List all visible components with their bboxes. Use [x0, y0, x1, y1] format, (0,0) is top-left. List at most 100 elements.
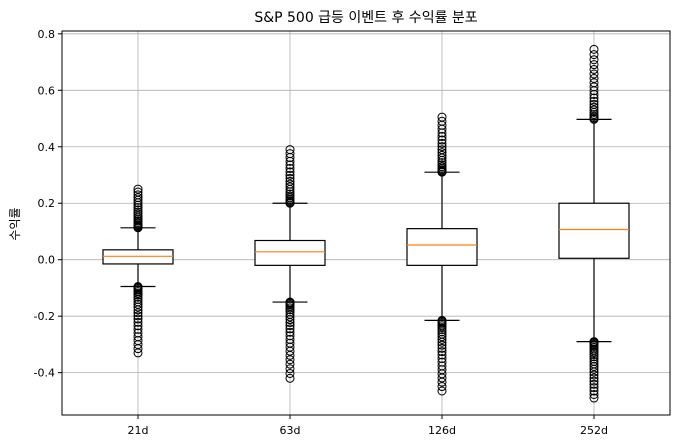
- outlier-point: [589, 64, 599, 74]
- y-tick-label: 0.2: [38, 197, 56, 210]
- outlier-point: [589, 354, 599, 364]
- outlier-point: [437, 377, 447, 387]
- outlier-point: [437, 325, 447, 335]
- outlier-point: [133, 348, 143, 358]
- outlier-point: [589, 373, 599, 383]
- y-tick-label: 0.6: [38, 84, 56, 97]
- outlier-point: [437, 145, 447, 155]
- outlier-point: [437, 373, 447, 383]
- outlier-point: [437, 340, 447, 350]
- outlier-point: [133, 317, 143, 327]
- outlier-point: [285, 173, 295, 183]
- outlier-point: [133, 311, 143, 321]
- outlier-point: [589, 74, 599, 84]
- outlier-point: [133, 184, 143, 194]
- box-252d: [558, 44, 630, 403]
- outlier-point: [285, 167, 295, 177]
- outlier-point: [133, 308, 143, 318]
- outlier-point: [133, 321, 143, 331]
- outlier-point: [285, 350, 295, 360]
- outlier-point: [589, 99, 599, 109]
- outlier-point: [437, 350, 447, 360]
- box-21d: [102, 184, 174, 358]
- outlier-point: [133, 302, 143, 312]
- outlier-point: [133, 290, 143, 300]
- outlier-point: [285, 315, 295, 325]
- iqr-box: [406, 228, 478, 266]
- outlier-point: [133, 205, 143, 215]
- outlier-point: [437, 150, 447, 160]
- outlier-point: [437, 386, 447, 396]
- x-tick-label: 21d: [128, 424, 149, 437]
- box-63d: [254, 145, 326, 383]
- box-126d: [406, 112, 478, 396]
- y-tick-label: -0.2: [34, 310, 55, 323]
- outlier-point: [589, 389, 599, 399]
- iqr-box: [254, 239, 326, 266]
- outlier-point: [589, 376, 599, 386]
- outlier-point: [437, 112, 447, 122]
- x-tick-label: 63d: [280, 424, 301, 437]
- outlier-point: [437, 334, 447, 344]
- outlier-point: [285, 176, 295, 186]
- outlier-point: [589, 55, 599, 65]
- outlier-point: [285, 318, 295, 328]
- outlier-point: [589, 102, 599, 112]
- outlier-point: [133, 203, 143, 213]
- outlier-point: [589, 370, 599, 380]
- outlier-point: [285, 312, 295, 322]
- y-tick-label: -0.4: [34, 367, 55, 380]
- outlier-point: [589, 350, 599, 360]
- outlier-point: [285, 364, 295, 374]
- outlier-point: [285, 321, 295, 331]
- outlier-point: [285, 324, 295, 334]
- outlier-point: [133, 187, 143, 197]
- outlier-point: [133, 207, 143, 217]
- outlier-point: [437, 160, 447, 170]
- outlier-point: [437, 343, 447, 353]
- outlier-point: [285, 346, 295, 356]
- outlier-point: [285, 305, 295, 315]
- outlier-point: [285, 149, 295, 159]
- axis-ticks: -0.4 -0.2 0.0 0.2 0.4 0.6 0.8 21d 63d 126d 252d: [34, 28, 608, 437]
- outlier-point: [133, 190, 143, 200]
- outlier-point: [589, 383, 599, 393]
- outlier-point: [285, 327, 295, 337]
- outlier-point: [589, 367, 599, 377]
- outlier-point: [589, 364, 599, 374]
- outlier-point: [589, 60, 599, 70]
- outlier-point: [437, 353, 447, 363]
- outlier-point: [437, 148, 447, 158]
- y-tick-label: 0.0: [38, 254, 56, 267]
- outlier-point: [437, 135, 447, 145]
- outlier-point: [285, 170, 295, 180]
- boxes: [102, 44, 630, 403]
- outlier-point: [589, 386, 599, 396]
- outlier-point: [285, 373, 295, 383]
- outlier-point: [437, 132, 447, 142]
- outlier-point: [285, 164, 295, 174]
- outlier-point: [133, 344, 143, 354]
- outlier-point: [285, 179, 295, 189]
- outlier-point: [285, 160, 295, 170]
- y-axis-label: 수익률: [8, 207, 22, 240]
- outlier-point: [589, 393, 599, 403]
- outlier-point: [437, 347, 447, 357]
- outlier-point: [437, 337, 447, 347]
- outlier-point: [285, 145, 295, 155]
- outlier-point: [133, 305, 143, 315]
- outlier-point: [133, 324, 143, 334]
- iqr-box: [558, 202, 630, 259]
- outlier-point: [437, 158, 447, 168]
- outlier-point: [437, 138, 447, 148]
- outlier-point: [285, 368, 295, 378]
- outlier-point: [437, 116, 447, 126]
- outlier-point: [437, 142, 447, 152]
- y-tick-label: 0.4: [38, 141, 56, 154]
- outlier-point: [285, 182, 295, 192]
- outlier-point: [589, 96, 599, 106]
- outlier-point: [589, 352, 599, 362]
- outlier-point: [437, 382, 447, 392]
- outlier-point: [285, 189, 295, 199]
- plot-frame: [61, 30, 671, 416]
